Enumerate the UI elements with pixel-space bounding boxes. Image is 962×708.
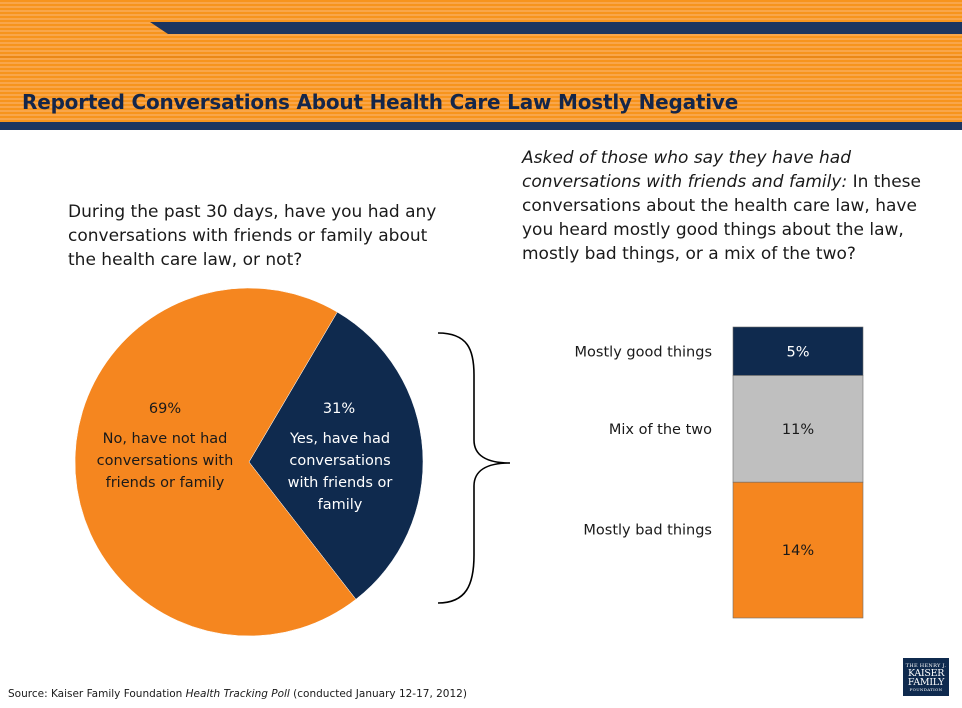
bar-segment-3 [732,481,864,619]
source-title: Health Tracking Poll [185,688,290,700]
kff-logo: THE HENRY J. KAISER FAMILY FOUNDATION [903,658,949,696]
stacked-bar-chart: 5% Mostly good things 11% Mix of the two 14%… [575,326,864,619]
right-question-body: In these conversations about the health … [522,172,921,264]
bar-category-label-1: Mostly good things [575,344,712,360]
slide-title: Reported Conversations About Health Care… [22,90,739,114]
left-question: During the past 30 days, have you had an… [68,202,437,270]
header-banner: Reported Conversations About Health Care… [0,0,962,130]
bar-value-label-2: 11% [782,422,814,438]
logo-line-1: THE HENRY J. [905,663,947,669]
pie-slice-yes [248,311,424,600]
bar-category-label-3: Mostly bad things [583,523,712,539]
pie-label-no-pct: 69% [149,401,181,417]
brace-bracket [437,332,511,604]
right-question-lead: Asked of those who say they have had con… [522,148,852,192]
source-note: Source: Kaiser Family Foundation Health … [8,688,467,700]
source-suffix: (conducted January 12-17, 2012) [289,688,467,700]
pie-chart: 69% No, have not had conversations with fri… [74,287,424,637]
pie-label-no: No, have not had conversations with friend… [97,431,234,491]
pie-label-yes-pct: 31% [323,401,355,417]
bar-value-label-1: 5% [786,344,809,360]
logo-line-3: FAMILY [907,677,945,688]
right-question: Asked of those who say they have had con… [522,146,942,266]
pie-slice-no [74,287,357,637]
bar-value-label-3: 14% [782,543,814,559]
logo-line-4: FOUNDATION [909,687,943,692]
header-graphic [0,0,962,130]
pie-label-yes: Yes, have had conversations with friends o… [288,431,393,513]
bar-segment-2 [732,375,864,483]
logo-line-2: KAISER [907,668,945,679]
bar-category-label-2: Mix of the two [609,422,712,438]
source-prefix: Source: Kaiser Family Foundation [8,688,186,700]
